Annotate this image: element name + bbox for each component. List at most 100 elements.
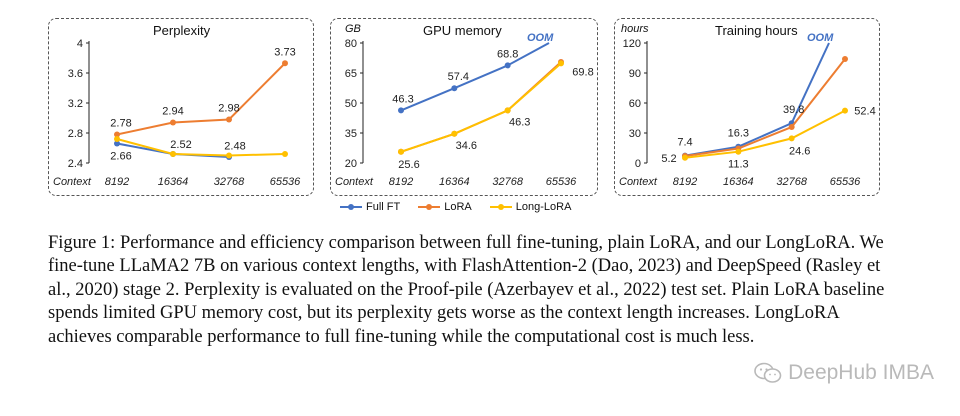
watermark: DeepHub IMBA: [754, 361, 934, 385]
training-hours-y-tick-label: 120: [623, 38, 641, 50]
perplexity-lora-data-label: 2.94: [162, 106, 183, 118]
gpu-memory-y-tick-label: 80: [345, 38, 357, 50]
gpu-memory-long-lora-point: [558, 60, 564, 67]
perplexity-y-tick-label: 3.2: [68, 98, 83, 110]
perplexity-x-tick-label: 65536: [270, 176, 301, 188]
training-hours-y-tick-label: 30: [629, 128, 641, 140]
gpu-memory-x-axis-label: Context: [335, 176, 374, 188]
gpu-memory-full-ft-data-label: 57.4: [448, 71, 469, 83]
perplexity-lora-data-label: 3.73: [274, 46, 295, 58]
legend-label-full-ft: Full FT: [366, 201, 401, 213]
perplexity-lora-point: [170, 119, 176, 126]
gpu-memory-x-tick-label: 32768: [492, 176, 523, 188]
gpu-memory-chart-title: GPU memory: [423, 23, 502, 38]
training-hours-long-lora-point: [682, 154, 688, 161]
perplexity-long-lora-data-label: 2.48: [224, 141, 245, 153]
gpu-memory-chart: 20 35 50 65 80 Context 8192 16364 32768 65536 OOM 4…: [335, 32, 594, 188]
training-hours-long-lora-line: [684, 109, 846, 159]
perplexity-full-ft-point: [114, 140, 120, 147]
training-hours-long-lora-point: [735, 148, 742, 155]
perplexity-y-tick-label: 3.6: [68, 68, 83, 80]
training-hours-long-lora-point: [788, 135, 795, 142]
perplexity-lora-data-label: 2.98: [218, 103, 239, 115]
gpu-memory-long-lora-data-label: 69.8: [572, 66, 593, 78]
gpu-memory-full-ft-data-label: 68.8: [497, 48, 518, 60]
training-hours-oom-label: OOM: [807, 32, 834, 44]
perplexity-full-ft-data-label: 2.66: [110, 151, 131, 163]
gpu-memory-full-ft-data-label: 46.3: [392, 93, 413, 105]
gpu-memory-y-tick-label: 50: [345, 98, 357, 110]
training-hours-long-lora-point: [842, 107, 848, 114]
training-hours-full-ft-data-label: 39.8: [783, 104, 804, 116]
gpu-memory-y-tick-label: 65: [345, 68, 357, 80]
training-hours-unit-label: hours: [621, 23, 649, 35]
training-hours-long-lora-data-label: 11.3: [728, 159, 749, 171]
gpu-memory-x-tick-label: 8192: [389, 176, 413, 188]
training-hours-x-axis-label: Context: [619, 176, 658, 188]
perplexity-y-tick-label: 2.8: [68, 128, 83, 140]
legend-swatch-full-ft: [340, 204, 362, 210]
gpu-memory-x-tick-label: 65536: [546, 176, 577, 188]
perplexity-x-tick-label: 8192: [105, 176, 129, 188]
perplexity-x-tick-label: 32768: [214, 176, 245, 188]
gpu-memory-x-tick-label: 16364: [439, 176, 470, 188]
perplexity-lora-data-label: 2.78: [110, 118, 131, 130]
gpu-memory-y-tick-label: 20: [345, 158, 357, 170]
perplexity-chart-panel: Perplexity 2.4 2.8 3.2 3.6 4 Context 8192 16364…: [48, 18, 314, 196]
training-hours-lora-point: [842, 56, 848, 62]
training-hours-full-ft-data-label: 16.3: [728, 128, 749, 140]
training-hours-lora-point: [788, 124, 795, 130]
training-hours-long-lora-data-label: 52.4: [854, 106, 875, 118]
legend-label-long-lora: Long-LoRA: [515, 201, 572, 213]
legend-item-full-ft: Full FT: [340, 201, 400, 213]
training-hours-x-tick-label: 8192: [673, 176, 697, 188]
gpu-memory-long-lora-data-label: 34.6: [456, 140, 477, 152]
training-hours-x-tick-label: 32768: [776, 176, 807, 188]
legend-item-lora: LoRA: [418, 201, 472, 213]
perplexity-long-lora-point: [282, 151, 288, 157]
training-hours-lora-line: [684, 58, 846, 157]
figure-caption: Figure 1: Performance and efficiency com…: [48, 233, 885, 347]
training-hours-full-ft-oom-line: [790, 42, 830, 124]
perplexity-y-tick-label: 2.4: [68, 158, 83, 170]
gpu-memory-long-lora-line: [400, 62, 562, 153]
training-hours-long-lora-data-label: 5.2: [661, 153, 676, 165]
watermark-text: DeepHub IMBA: [788, 361, 934, 384]
training-hours-y-tick-label: 0: [635, 158, 641, 170]
legend-swatch-lora: [418, 204, 441, 210]
perplexity-chart: 2.4 2.8 3.2 3.6 4 Context 8192 16364 32768 65536 2…: [53, 38, 301, 188]
wechat-icon: [754, 362, 782, 383]
perplexity-long-lora-point: [114, 136, 120, 142]
perplexity-x-axis-label: Context: [53, 176, 92, 188]
training-hours-chart: 0 30 60 90 120 Context 8192 16364 32768 65536 OOM 7…: [619, 32, 876, 188]
perplexity-x-tick-label: 16364: [158, 176, 189, 188]
gpu-memory-long-lora-point: [451, 130, 458, 137]
perplexity-lora-point: [226, 116, 232, 123]
gpu-memory-oom-label: OOM: [527, 32, 554, 44]
gpu-memory-long-lora-data-label: 46.3: [509, 116, 530, 128]
perplexity-lora-line: [116, 62, 286, 136]
perplexity-long-lora-line: [116, 138, 286, 157]
training-hours-long-lora-data-label: 24.6: [789, 145, 810, 157]
legend-item-long-lora: Long-LoRA: [489, 201, 572, 213]
training-hours-x-tick-label: 65536: [830, 176, 861, 188]
gpu-memory-lora-line: [400, 61, 562, 153]
training-hours-chart-panel: hours Training hours 0 30 60 90 120 Context 81…: [614, 18, 880, 196]
perplexity-lora-point: [114, 131, 120, 138]
perplexity-long-lora-point: [170, 151, 176, 157]
training-hours-chart-title: Training hours: [715, 23, 798, 38]
gpu-memory-y-tick-label: 35: [345, 128, 357, 140]
gpu-memory-long-lora-point: [504, 107, 511, 114]
legend-label-lora: LoRA: [444, 201, 472, 213]
chart-legend: Full FT LoRA Long-LoRA: [340, 200, 589, 214]
gpu-memory-chart-panel: GB GPU memory 20 35 50 65 80 Context 8192 16364…: [330, 18, 598, 196]
legend-swatch-long-lora: [489, 204, 512, 210]
perplexity-long-lora-data-label: 2.52: [170, 139, 191, 151]
gpu-memory-full-ft-point: [451, 85, 458, 92]
training-hours-x-tick-label: 16364: [723, 176, 754, 188]
perplexity-lora-point: [282, 60, 288, 67]
gpu-memory-full-ft-point: [398, 107, 404, 114]
perplexity-y-tick-label: 4: [77, 38, 83, 50]
training-hours-full-ft-data-label: 7.4: [677, 137, 692, 149]
perplexity-long-lora-point: [226, 152, 232, 159]
